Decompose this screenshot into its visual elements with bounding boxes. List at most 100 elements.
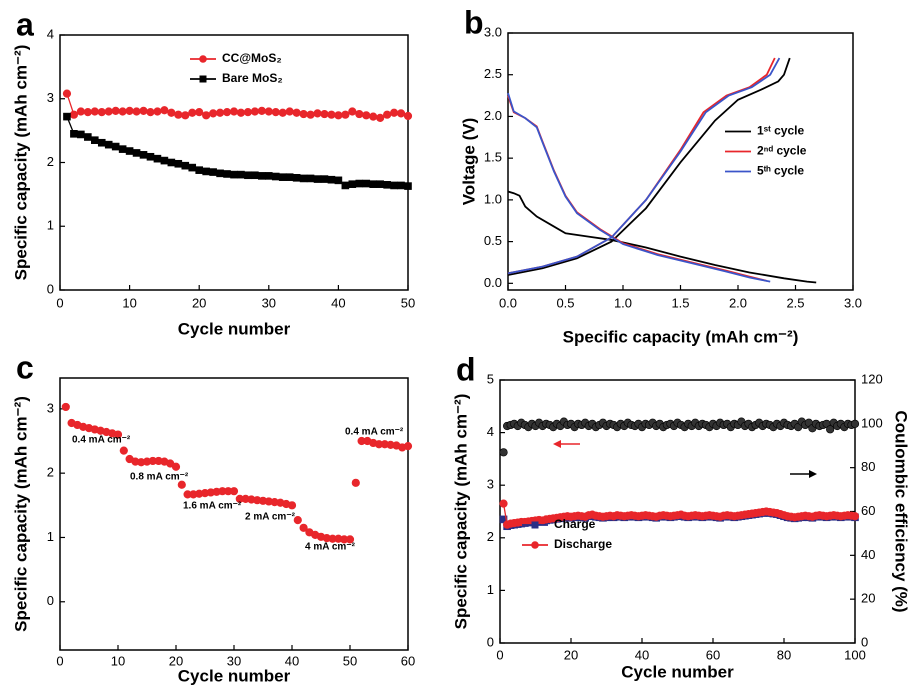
legend-label: Bare MoS₂	[222, 71, 283, 85]
marker	[153, 154, 162, 163]
x-tick-label: 1.0	[614, 295, 632, 310]
plot-frame	[59, 377, 409, 651]
marker	[230, 170, 238, 179]
marker	[202, 111, 211, 120]
y2-tick-label: 120	[861, 371, 883, 386]
marker	[195, 108, 204, 117]
marker	[181, 111, 190, 120]
legend-marker	[531, 521, 539, 529]
marker	[306, 110, 315, 119]
marker	[167, 108, 176, 117]
annotation: 0.4 mA cm⁻²	[345, 427, 404, 438]
y-tick-label: 2	[47, 154, 54, 169]
y2-tick-label: 100	[861, 415, 883, 430]
marker	[327, 110, 336, 119]
marker	[369, 112, 378, 121]
marker	[202, 167, 210, 176]
marker	[243, 108, 253, 117]
marker	[396, 109, 406, 118]
marker	[119, 446, 128, 455]
marker	[139, 106, 148, 115]
marker	[62, 89, 72, 98]
annotation: 4 mA cm⁻²	[305, 542, 356, 553]
marker	[63, 112, 71, 121]
y2-tick-label: 20	[861, 591, 875, 606]
marker	[826, 425, 835, 434]
y-axis-label: Specific capacity (mAh cm⁻²)	[11, 45, 30, 281]
panel-label: d	[456, 351, 476, 387]
marker	[397, 181, 405, 190]
marker	[84, 133, 92, 141]
legend-marker	[199, 75, 207, 83]
marker	[174, 159, 183, 168]
marker	[299, 174, 308, 183]
marker	[306, 174, 315, 183]
series-line	[507, 190, 817, 284]
series-line	[507, 57, 776, 275]
marker	[292, 174, 301, 182]
marker	[90, 107, 99, 116]
legend-label: 5ᵗʰ cycle	[757, 164, 804, 178]
y-axis-label: Voltage (V)	[459, 118, 478, 206]
marker	[403, 111, 413, 121]
y-tick-label: 0	[487, 634, 494, 649]
x-tick-label: 50	[401, 295, 415, 310]
legend-label: Charge	[554, 517, 596, 531]
annotation: 0.4 mA cm⁻²	[72, 435, 131, 446]
y-tick-label: 0	[47, 593, 54, 608]
legend-label: 1ˢᵗ cycle	[757, 124, 804, 138]
x-tick-label: 10	[111, 653, 125, 668]
marker	[287, 501, 297, 510]
legend-label: Discharge	[554, 537, 612, 551]
marker	[83, 108, 92, 117]
marker	[236, 108, 246, 117]
annotation: 0.8 mA cm⁻²	[130, 472, 189, 483]
y-axis-label: Specific capacity (mAh cm⁻²)	[11, 396, 30, 632]
marker	[383, 181, 391, 189]
y-tick-label: 2.5	[484, 66, 502, 81]
marker	[355, 179, 364, 188]
legend-marker	[199, 55, 207, 63]
marker	[188, 163, 197, 172]
marker	[209, 109, 218, 118]
y2-tick-label: 40	[861, 547, 875, 562]
marker	[299, 523, 308, 532]
panel-label: a	[16, 6, 34, 42]
marker	[293, 516, 302, 525]
y2-tick-label: 0	[861, 634, 868, 649]
y-tick-label: 1	[487, 582, 494, 597]
marker	[97, 138, 106, 147]
marker	[118, 107, 127, 116]
series-line	[507, 95, 767, 282]
y-tick-label: 1	[47, 529, 54, 544]
marker	[111, 106, 120, 115]
marker	[264, 107, 273, 116]
y-tick-label: 1.0	[484, 191, 502, 206]
marker	[850, 419, 860, 428]
marker	[160, 106, 169, 115]
marker	[285, 107, 294, 116]
marker	[334, 176, 343, 185]
x-tick-label: 2.0	[729, 295, 747, 310]
marker	[195, 166, 203, 174]
y-tick-label: 2	[487, 529, 494, 544]
marker	[97, 108, 106, 117]
y-tick-label: 3	[487, 477, 494, 492]
legend-marker	[531, 541, 539, 549]
marker	[313, 175, 322, 183]
marker	[271, 108, 280, 117]
marker	[341, 110, 350, 119]
marker	[299, 109, 308, 119]
marker	[327, 175, 336, 184]
marker	[160, 156, 169, 165]
marker	[376, 113, 385, 122]
x-tick-label: 40	[635, 647, 649, 662]
y-tick-label: 3	[47, 90, 54, 105]
y-axis-label: Specific capacity (mAh cm⁻²)	[451, 394, 470, 630]
marker	[216, 169, 224, 178]
x-tick-label: 20	[564, 647, 578, 662]
x-tick-label: 0.5	[556, 295, 574, 310]
y-tick-label: 5	[487, 371, 494, 386]
marker	[499, 448, 508, 457]
x-tick-label: 40	[331, 295, 345, 310]
